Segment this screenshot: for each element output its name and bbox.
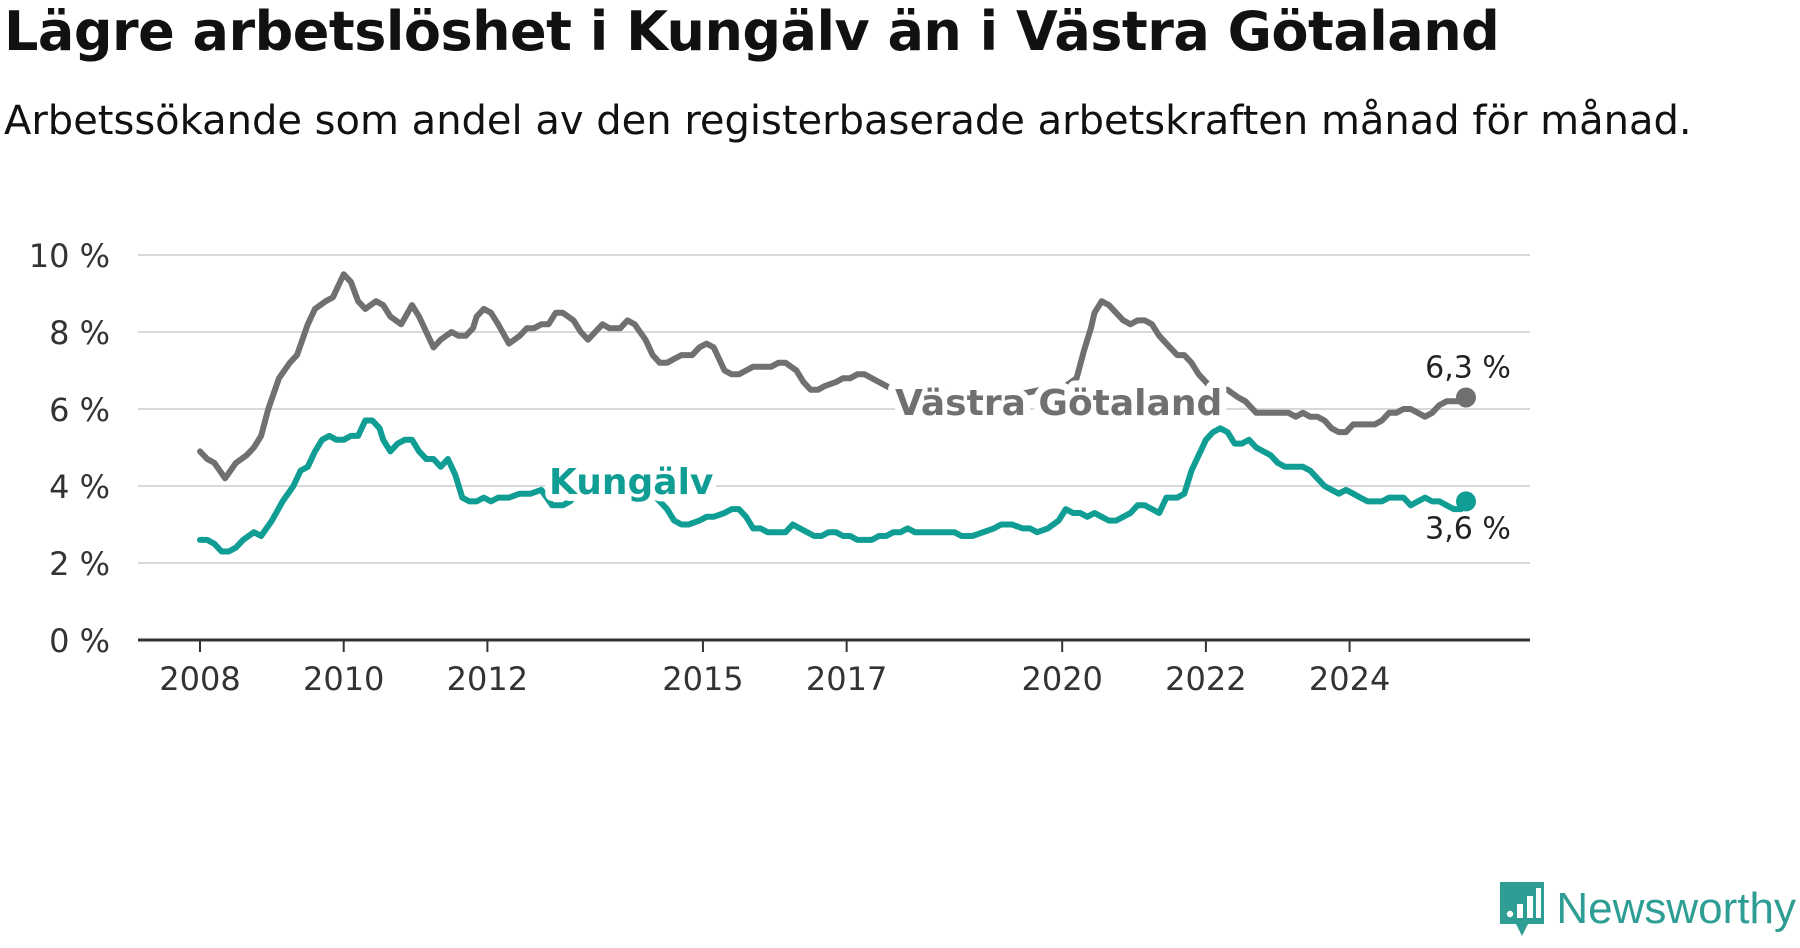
series-line-kungalv — [197, 417, 1469, 555]
series-label-halo: Västra Götaland — [895, 383, 1222, 424]
x-tick-label: 2015 — [662, 660, 743, 698]
y-tick-label: 8 % — [49, 314, 110, 352]
grid-lines — [138, 254, 1530, 564]
series-lines — [197, 271, 1476, 555]
x-tick-label: 2024 — [1309, 660, 1390, 698]
x-tick-label: 2017 — [806, 660, 887, 698]
chart-subtitle: Arbetssökande som andel av den registerb… — [4, 98, 1692, 144]
y-axis-ticks: 0 % 2 % 4 % 6 % 8 % 10 % — [29, 237, 110, 660]
y-tick-label: 0 % — [49, 622, 110, 660]
newsworthy-logo-icon — [1500, 882, 1545, 936]
x-tick-label: 2012 — [447, 660, 528, 698]
x-axis: 2008 2010 2012 2015 2017 2020 2022 2024 — [138, 638, 1530, 698]
x-tick-label: 2010 — [303, 660, 384, 698]
series-end-marker-vastra-gotaland — [1456, 387, 1476, 408]
end-value-label: 6,3 % — [1425, 350, 1511, 385]
y-tick-label: 10 % — [29, 237, 110, 275]
brand-logo: Newsworthy — [1498, 880, 1796, 938]
x-tick-label: 2022 — [1165, 660, 1246, 698]
series-end-marker-kungalv — [1456, 491, 1476, 512]
x-tick-label: 2008 — [159, 660, 240, 698]
series-name-label: Västra Götaland — [895, 383, 1222, 424]
y-tick-label: 4 % — [49, 468, 110, 506]
y-tick-label: 6 % — [49, 391, 110, 429]
series-line-vastra-gotaland — [197, 271, 1469, 482]
series-label-halo: Kungälv — [549, 462, 713, 503]
series-name-label: Kungälv — [549, 462, 713, 503]
chart-title: Lägre arbetslöshet i Kungälv än i Västra… — [4, 0, 1500, 63]
y-tick-label: 2 % — [49, 545, 110, 583]
x-tick-label: 2020 — [1021, 660, 1102, 698]
end-value-label: 3,6 % — [1425, 511, 1511, 546]
brand-name: Newsworthy — [1556, 884, 1796, 933]
